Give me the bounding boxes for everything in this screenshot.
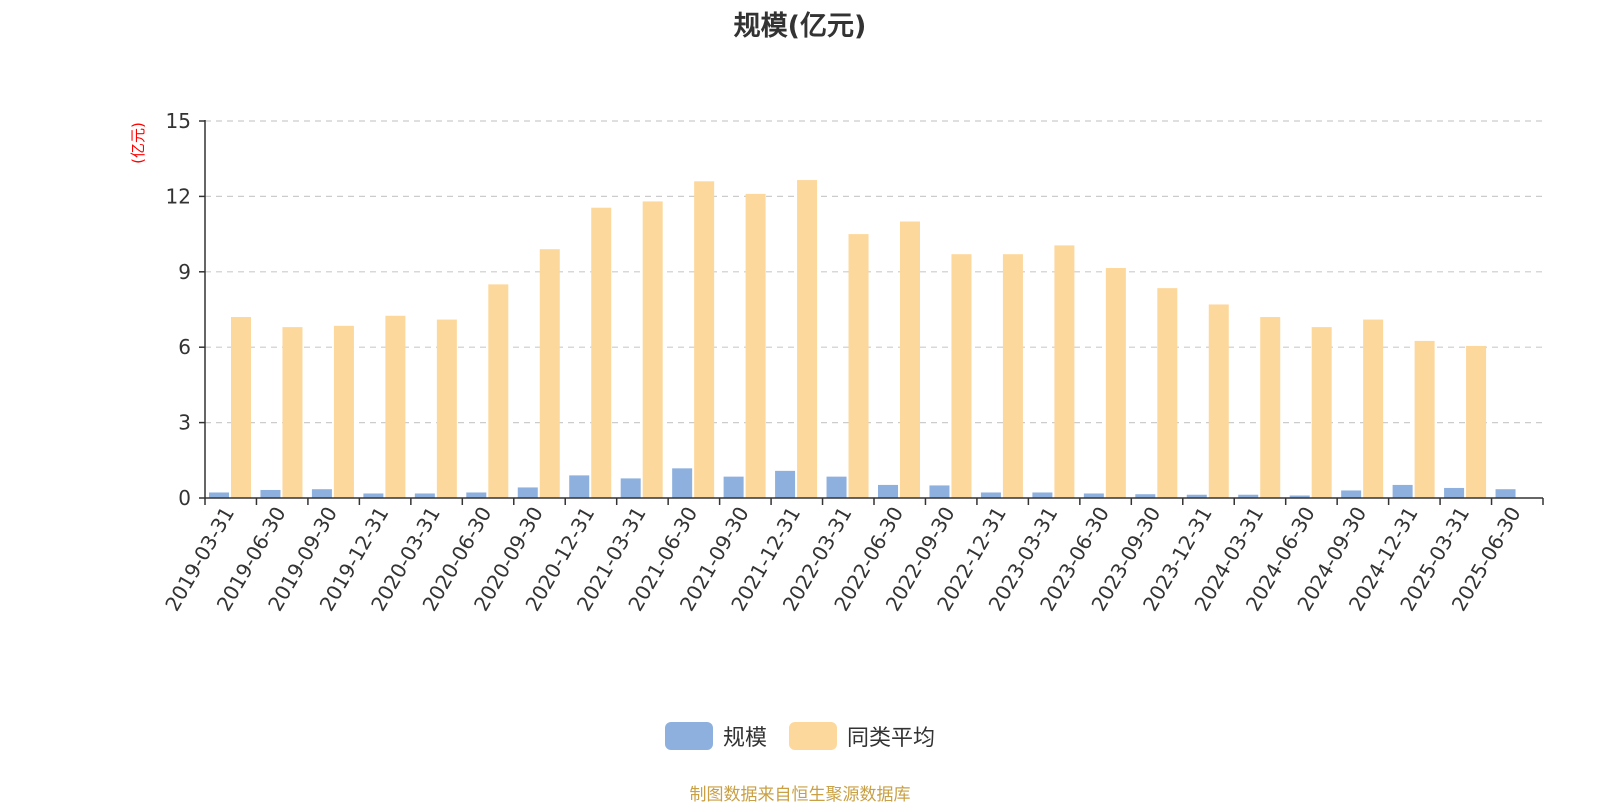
bar-peer-average-2024-06-30 xyxy=(1311,327,1332,498)
bar-scale-2019-06-30 xyxy=(260,489,281,498)
bar-scale-2019-09-30 xyxy=(311,489,332,498)
bar-scale-2022-12-31 xyxy=(980,492,1001,498)
bar-peer-average-2020-09-30 xyxy=(539,249,560,498)
y-tick-label-6: 6 xyxy=(178,335,191,359)
source-note: 制图数据来自恒生聚源数据库 xyxy=(689,785,911,805)
bar-scale-2020-12-31 xyxy=(569,475,590,498)
bar-peer-average-2019-09-30 xyxy=(333,325,354,498)
bar-peer-average-2021-12-31 xyxy=(797,180,818,498)
legend: 规模 同类平均 xyxy=(0,720,1600,752)
bar-peer-average-2023-09-30 xyxy=(1157,288,1178,498)
bar-scale-2020-09-30 xyxy=(517,487,538,498)
legend-item-scale[interactable]: 规模 xyxy=(664,720,767,752)
bar-peer-average-2021-09-30 xyxy=(745,193,766,499)
bar-scale-2019-12-31 xyxy=(363,493,384,498)
legend-label-scale: 规模 xyxy=(722,726,767,751)
bar-scale-2025-06-30 xyxy=(1495,489,1516,498)
bar-scale-2022-09-30 xyxy=(929,485,950,498)
bar-scale-2024-03-31 xyxy=(1238,494,1259,498)
bar-scale-2024-12-31 xyxy=(1392,484,1413,498)
chart-title: 规模(亿元) xyxy=(733,11,867,42)
bars xyxy=(209,180,1516,499)
bar-scale-2023-09-30 xyxy=(1135,494,1156,498)
legend-label-peer-average: 同类平均 xyxy=(847,726,936,751)
bar-scale-2023-06-30 xyxy=(1083,493,1104,498)
bar-peer-average-2023-12-31 xyxy=(1208,304,1229,498)
bar-peer-average-2021-06-30 xyxy=(694,181,715,498)
bar-peer-average-2022-12-31 xyxy=(1002,254,1023,498)
bar-peer-average-2022-06-30 xyxy=(900,221,920,499)
bar-scale-2023-03-31 xyxy=(1032,492,1053,498)
bar-peer-average-2025-03-31 xyxy=(1466,345,1487,498)
bar-peer-average-2019-06-30 xyxy=(282,327,303,498)
bar-chart: 036912152019-03-312019-06-302019-09-3020… xyxy=(129,109,1544,615)
bar-scale-2021-12-31 xyxy=(775,470,796,498)
y-tick-label-9: 9 xyxy=(178,260,191,284)
bar-scale-2022-03-31 xyxy=(826,476,847,498)
grid-lines xyxy=(205,120,1543,424)
legend-item-peer-average[interactable]: 同类平均 xyxy=(789,720,935,752)
y-tick-label-15: 15 xyxy=(166,109,191,133)
y-axis-label: (亿元) xyxy=(129,122,147,164)
bar-peer-average-2024-03-31 xyxy=(1260,317,1281,498)
bar-scale-2021-03-31 xyxy=(620,478,641,498)
bar-peer-average-2022-03-31 xyxy=(848,234,869,498)
bar-peer-average-2019-03-31 xyxy=(231,317,251,498)
bar-peer-average-2022-09-30 xyxy=(951,254,972,498)
bar-scale-2022-06-30 xyxy=(878,484,898,498)
bar-scale-2019-03-31 xyxy=(209,492,229,498)
bar-peer-average-2023-03-31 xyxy=(1054,245,1075,498)
bar-scale-2024-09-30 xyxy=(1341,490,1362,498)
bar-scale-2025-03-31 xyxy=(1444,487,1465,498)
bar-peer-average-2019-12-31 xyxy=(385,315,406,498)
bar-peer-average-2020-12-31 xyxy=(591,207,612,498)
y-tick-label-12: 12 xyxy=(166,184,191,208)
bar-peer-average-2021-03-31 xyxy=(642,201,663,498)
bar-peer-average-2020-06-30 xyxy=(488,284,509,498)
bar-scale-2021-09-30 xyxy=(723,476,744,498)
bar-scale-2024-06-30 xyxy=(1289,495,1310,498)
y-tick-label-3: 3 xyxy=(178,411,191,435)
legend-swatch-peer-average xyxy=(789,722,837,750)
bar-peer-average-2023-06-30 xyxy=(1105,268,1126,498)
bar-scale-2020-03-31 xyxy=(414,493,435,498)
bar-peer-average-2024-12-31 xyxy=(1414,340,1435,498)
bar-peer-average-2020-03-31 xyxy=(436,319,457,498)
bar-scale-2021-06-30 xyxy=(672,468,693,498)
y-tick-label-0: 0 xyxy=(178,486,191,510)
legend-swatch-scale xyxy=(664,722,713,750)
bar-scale-2023-12-31 xyxy=(1186,494,1207,498)
bar-peer-average-2024-09-30 xyxy=(1363,319,1384,498)
bar-scale-2020-06-30 xyxy=(466,492,487,498)
